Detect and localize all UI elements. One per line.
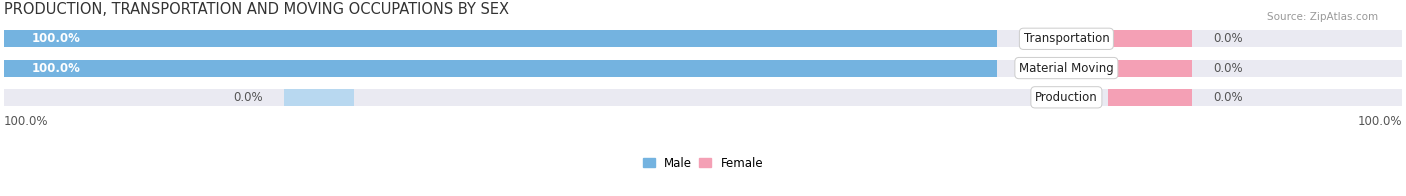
Bar bbox=[4, 30, 997, 47]
Text: 100.0%: 100.0% bbox=[32, 32, 82, 45]
Text: Source: ZipAtlas.com: Source: ZipAtlas.com bbox=[1267, 12, 1378, 22]
Bar bbox=[4, 60, 997, 77]
Text: 0.0%: 0.0% bbox=[1213, 62, 1243, 74]
Bar bbox=[4, 30, 1402, 47]
Text: 0.0%: 0.0% bbox=[1213, 91, 1243, 104]
Bar bbox=[1108, 89, 1192, 106]
Legend: Male, Female: Male, Female bbox=[643, 157, 763, 170]
Bar bbox=[4, 89, 1402, 106]
Text: 100.0%: 100.0% bbox=[32, 62, 82, 74]
Text: 0.0%: 0.0% bbox=[233, 91, 263, 104]
Text: 100.0%: 100.0% bbox=[4, 115, 49, 128]
Text: 100.0%: 100.0% bbox=[1357, 115, 1402, 128]
Text: Production: Production bbox=[1035, 91, 1098, 104]
Bar bbox=[1108, 60, 1192, 77]
Text: 0.0%: 0.0% bbox=[1213, 32, 1243, 45]
Text: PRODUCTION, TRANSPORTATION AND MOVING OCCUPATIONS BY SEX: PRODUCTION, TRANSPORTATION AND MOVING OC… bbox=[4, 2, 509, 17]
Text: Transportation: Transportation bbox=[1024, 32, 1109, 45]
Bar bbox=[4, 60, 1402, 77]
Text: Material Moving: Material Moving bbox=[1019, 62, 1114, 74]
Bar bbox=[1108, 30, 1192, 47]
Bar bbox=[284, 89, 353, 106]
